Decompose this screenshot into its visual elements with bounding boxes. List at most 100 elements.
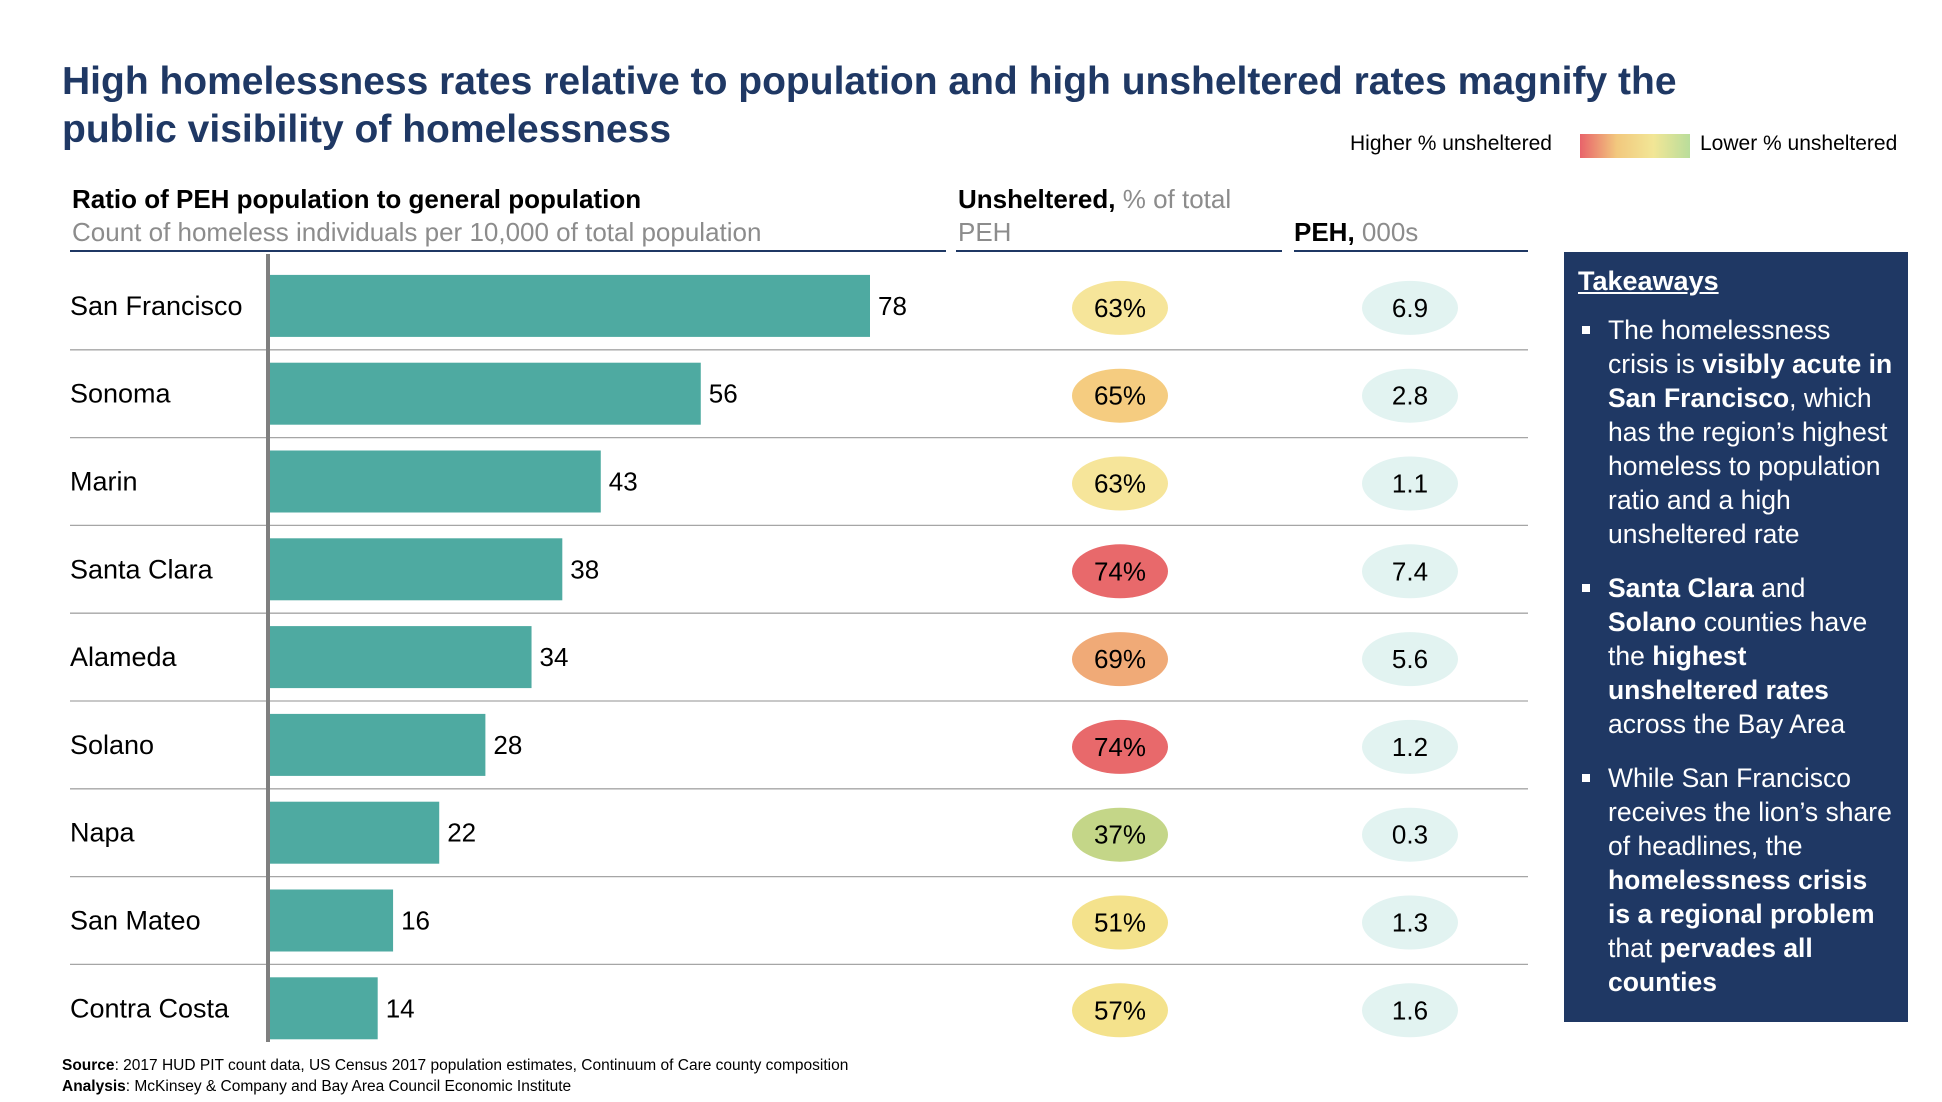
unsheltered-value: 63% [1094, 469, 1146, 499]
footer: Source: 2017 HUD PIT count data, US Cens… [62, 1055, 848, 1097]
peh-value: 7.4 [1392, 556, 1428, 586]
category-label: Santa Clara [70, 554, 214, 584]
bar-value-label: 14 [386, 993, 415, 1023]
unsheltered-value: 51% [1094, 908, 1146, 938]
bar-value-label: 43 [609, 467, 638, 497]
legend-higher-label: Higher % unsheltered [1350, 132, 1552, 155]
peh-pill [1362, 368, 1458, 423]
takeaway-text: that [1608, 933, 1660, 963]
bar [270, 889, 394, 952]
category-label: Sonoma [70, 379, 172, 409]
peh-value: 0.3 [1392, 820, 1428, 850]
peh-header-rule [1294, 250, 1528, 252]
footer-analysis-text: : McKinsey & Company and Bay Area Counci… [125, 1078, 572, 1095]
unsheltered-value: 74% [1094, 732, 1146, 762]
category-label: Solano [70, 730, 154, 760]
unsheltered-value: 69% [1094, 644, 1146, 674]
bar [270, 977, 378, 1040]
bar-value-label: 28 [493, 730, 522, 760]
peh-pill [1362, 632, 1458, 687]
unsheltered-header-rule [956, 250, 1282, 252]
takeaway-text: While San Francisco receives the lion’s … [1608, 763, 1892, 861]
unsheltered-pill [1072, 895, 1168, 950]
unsheltered-header-gray: % of total PEH [958, 184, 1232, 247]
unsheltered-pill [1072, 280, 1168, 335]
bar [270, 450, 601, 513]
unsheltered-value: 37% [1094, 820, 1146, 850]
bar-value-label: 16 [401, 906, 430, 936]
ratio-header-subtitle: Count of homeless individuals per 10,000… [72, 217, 762, 247]
page-title: High homelessness rates relative to popu… [62, 60, 1677, 151]
footer-analysis-label: Analysis [62, 1078, 126, 1095]
category-label: Napa [70, 818, 136, 848]
peh-pill [1362, 895, 1458, 950]
peh-pill [1362, 807, 1458, 862]
bar-value-label: 56 [709, 379, 738, 409]
unsheltered-value: 65% [1094, 381, 1146, 411]
unsheltered-pill [1072, 719, 1168, 774]
takeaways-panel: Takeaways The homelessness crisis is vis… [1564, 252, 1908, 1022]
unsheltered-value: 57% [1094, 995, 1146, 1025]
footer-source-text: : 2017 HUD PIT count data, US Census 201… [114, 1057, 849, 1074]
peh-value: 6.9 [1392, 293, 1428, 323]
bar-chart: San Francisco 78 63% 6.9 Sonoma 56 65% 2.8 Marin… [70, 254, 1528, 1042]
takeaway-item: Santa Clara and Solano counties have the… [1578, 571, 1896, 741]
peh-pill [1362, 280, 1458, 335]
takeaway-text: counties have the [1608, 607, 1868, 671]
takeaway-text: visibly acute in San Francisco [1608, 349, 1893, 413]
takeaways-title: Takeaways [1578, 266, 1719, 296]
peh-header-gray: 000s [1354, 217, 1419, 247]
footer-source-label: Source [62, 1057, 115, 1074]
ratio-header-title: Ratio of PEH population to general popul… [72, 184, 642, 214]
unsheltered-header: Unsheltered, % of total PEH [958, 183, 1288, 249]
ratio-header-rule [70, 250, 946, 252]
legend-gradient [1580, 134, 1690, 158]
takeaway-text: highest unsheltered rates [1608, 641, 1829, 705]
peh-value: 5.6 [1392, 644, 1428, 674]
peh-value: 1.3 [1392, 908, 1428, 938]
peh-value: 1.1 [1392, 469, 1428, 499]
category-label: San Francisco [70, 291, 243, 321]
peh-pill [1362, 544, 1458, 599]
peh-header: PEH, 000s [1294, 216, 1534, 249]
takeaway-text: Santa Clara [1608, 573, 1754, 603]
takeaway-item: While San Francisco receives the lion’s … [1578, 761, 1896, 999]
unsheltered-header-bold: Unsheltered, [958, 184, 1116, 214]
takeaway-text: , which has the region’s highest homeles… [1608, 383, 1888, 549]
footer-source: Source: 2017 HUD PIT count data, US Cens… [62, 1055, 848, 1076]
peh-pill [1362, 719, 1458, 774]
unsheltered-value: 74% [1094, 556, 1146, 586]
peh-value: 1.6 [1392, 995, 1428, 1025]
peh-value: 1.2 [1392, 732, 1428, 762]
takeaway-text: Solano [1608, 607, 1697, 637]
bar-value-label: 34 [540, 642, 569, 672]
bar [270, 626, 532, 689]
takeaway-text: homelessness crisis is a regional proble… [1608, 865, 1875, 929]
peh-header-bold: PEH, [1294, 217, 1355, 247]
unsheltered-pill [1072, 544, 1168, 599]
bar [270, 538, 563, 601]
takeaways-list: The homelessness crisis is visibly acute… [1578, 313, 1896, 999]
peh-value: 2.8 [1392, 381, 1428, 411]
bar [270, 713, 486, 776]
bar [270, 274, 870, 337]
bar [270, 362, 701, 425]
bar-value-label: 38 [570, 554, 599, 584]
footer-analysis: Analysis: McKinsey & Company and Bay Are… [62, 1076, 848, 1097]
bar [270, 801, 440, 864]
takeaway-item: The homelessness crisis is visibly acute… [1578, 313, 1896, 551]
bar-value-label: 78 [878, 291, 907, 321]
takeaway-text: pervades all counties [1608, 933, 1813, 997]
category-label: Contra Costa [70, 993, 230, 1023]
category-label: Alameda [70, 642, 178, 672]
unsheltered-pill [1072, 807, 1168, 862]
legend-lower-label: Lower % unsheltered [1700, 132, 1898, 155]
unsheltered-pill [1072, 368, 1168, 423]
peh-pill [1362, 983, 1458, 1038]
takeaway-text: across the Bay Area [1608, 709, 1846, 739]
unsheltered-pill [1072, 632, 1168, 687]
unsheltered-pill [1072, 456, 1168, 511]
peh-pill [1362, 456, 1458, 511]
unsheltered-pill [1072, 983, 1168, 1038]
bar-value-label: 22 [447, 818, 476, 848]
